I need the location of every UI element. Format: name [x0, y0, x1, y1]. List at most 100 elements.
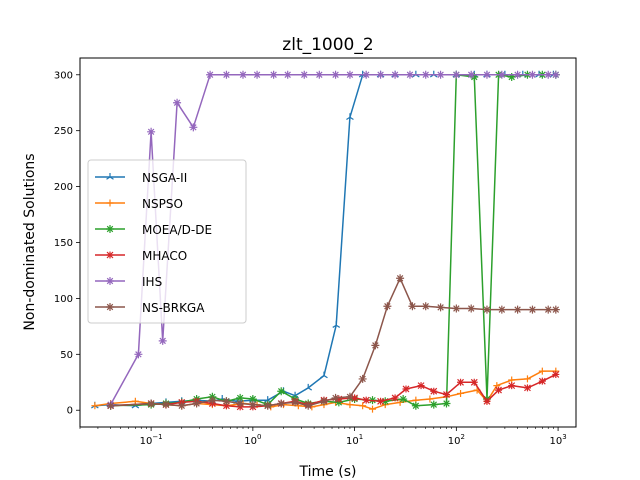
data-point-mhaco [483, 397, 491, 405]
data-point-ihs [376, 70, 385, 79]
data-point-ns-brkga [544, 305, 553, 314]
legend-label: NSGA-II [142, 171, 187, 185]
legend-entry-ns-brkga: NS-BRKGA [95, 301, 205, 315]
data-point-ns-brkga [528, 305, 537, 314]
y-tick-label: 200 [54, 182, 73, 193]
legend-label: IHS [142, 275, 162, 289]
y-tick-label: 0 [67, 406, 73, 417]
data-point-nspso [426, 395, 434, 403]
data-point-nsga-ii [346, 113, 354, 120]
x-tick-label: 102 [448, 433, 465, 447]
data-point-mhaco [362, 396, 370, 404]
legend-entry-nsga-ii: NSGA-II [95, 171, 187, 185]
data-point-ns-brkga [345, 392, 354, 401]
data-point-ns-brkga [421, 302, 430, 311]
data-point-ihs [269, 70, 278, 79]
legend-marker [106, 199, 114, 207]
data-point-nspso [346, 401, 354, 409]
data-point-ihs [189, 123, 198, 132]
data-point-ihs [147, 127, 156, 136]
data-point-mhaco [470, 378, 478, 386]
data-point-moea-d-de [507, 73, 516, 82]
data-point-ns-brkga [236, 399, 245, 408]
chart-title: zlt_1000_2 [282, 35, 373, 55]
data-point-moea-d-de [381, 397, 390, 406]
data-point-moea-d-de [399, 395, 408, 404]
x-tick-label: 103 [549, 433, 566, 447]
data-point-mhaco [222, 402, 230, 410]
data-point-ihs [331, 70, 340, 79]
y-tick-label: 100 [54, 294, 73, 305]
data-point-ihs [300, 70, 309, 79]
data-point-mhaco [523, 384, 531, 392]
legend-entry-ihs: IHS [95, 275, 162, 289]
data-point-ihs [253, 70, 262, 79]
data-point-mhaco [402, 385, 410, 393]
data-point-nspso [457, 389, 465, 397]
data-point-nspso [523, 375, 531, 383]
data-point-ns-brkga [331, 393, 340, 402]
data-point-ns-brkga [263, 401, 272, 410]
y-tick-label: 300 [54, 70, 73, 81]
legend: NSGA-II NSPSO MOEA/D-DE MHACO IHS NS-BRKGA [87, 159, 247, 324]
y-tick-label: 50 [60, 350, 73, 361]
data-point-ns-brkga [551, 305, 560, 314]
data-point-mhaco [377, 397, 385, 405]
data-point-ns-brkga [161, 400, 170, 409]
data-point-ihs [497, 70, 506, 79]
legend-box [87, 159, 247, 324]
legend-label: MOEA/D-DE [142, 223, 212, 237]
data-point-ns-brkga [177, 401, 186, 410]
data-point-moea-d-de [248, 395, 257, 404]
data-point-ns-brkga [277, 399, 286, 408]
data-point-ihs [421, 70, 430, 79]
data-point-ns-brkga [482, 305, 491, 314]
data-point-ihs [315, 70, 324, 79]
data-point-mhaco [391, 394, 399, 402]
data-point-moea-d-de [429, 400, 438, 409]
x-tick-label: 101 [346, 433, 363, 447]
y-axis-title: Non-dominated Solutions [22, 153, 38, 330]
series-layer [91, 70, 560, 413]
data-point-ihs [158, 336, 167, 345]
data-point-nspso [369, 405, 377, 413]
data-point-ihs [482, 70, 491, 79]
data-point-nspso [131, 397, 139, 405]
data-point-ihs [173, 98, 182, 107]
data-point-moea-d-de [236, 393, 245, 402]
x-tick-label: 10−1 [140, 433, 163, 447]
data-point-ns-brkga [192, 399, 201, 408]
data-point-ihs [391, 70, 400, 79]
data-point-ns-brkga [497, 305, 506, 314]
legend-marker [106, 303, 114, 311]
legend-marker [106, 277, 114, 285]
legend-marker [106, 225, 114, 233]
legend-marker [106, 251, 114, 259]
data-point-nspso [538, 367, 546, 375]
data-point-ns-brkga [222, 397, 231, 406]
data-point-mhaco [457, 378, 465, 386]
data-point-ihs [513, 70, 522, 79]
data-point-ihs [238, 70, 247, 79]
data-point-ihs [467, 70, 476, 79]
y-tick-label: 150 [54, 238, 73, 249]
data-point-ihs [452, 70, 461, 79]
data-point-nsga-ii [320, 371, 328, 379]
data-point-moea-d-de [277, 387, 286, 396]
data-point-mhaco [552, 370, 560, 378]
x-tick-label: 100 [244, 433, 261, 447]
data-point-ihs [405, 70, 414, 79]
data-point-ihs [206, 70, 215, 79]
data-point-nspso [359, 402, 367, 410]
data-point-ns-brkga [304, 401, 313, 410]
legend-marker [106, 173, 114, 180]
data-point-ns-brkga [106, 401, 115, 410]
data-point-nsga-ii [332, 321, 341, 328]
data-point-ihs [528, 70, 537, 79]
data-point-ihs [345, 70, 354, 79]
data-point-ns-brkga [147, 399, 156, 408]
data-point-mhaco [508, 382, 516, 390]
data-point-ns-brkga [319, 397, 328, 406]
data-point-ns-brkga [383, 302, 392, 311]
data-point-ns-brkga [513, 305, 522, 314]
